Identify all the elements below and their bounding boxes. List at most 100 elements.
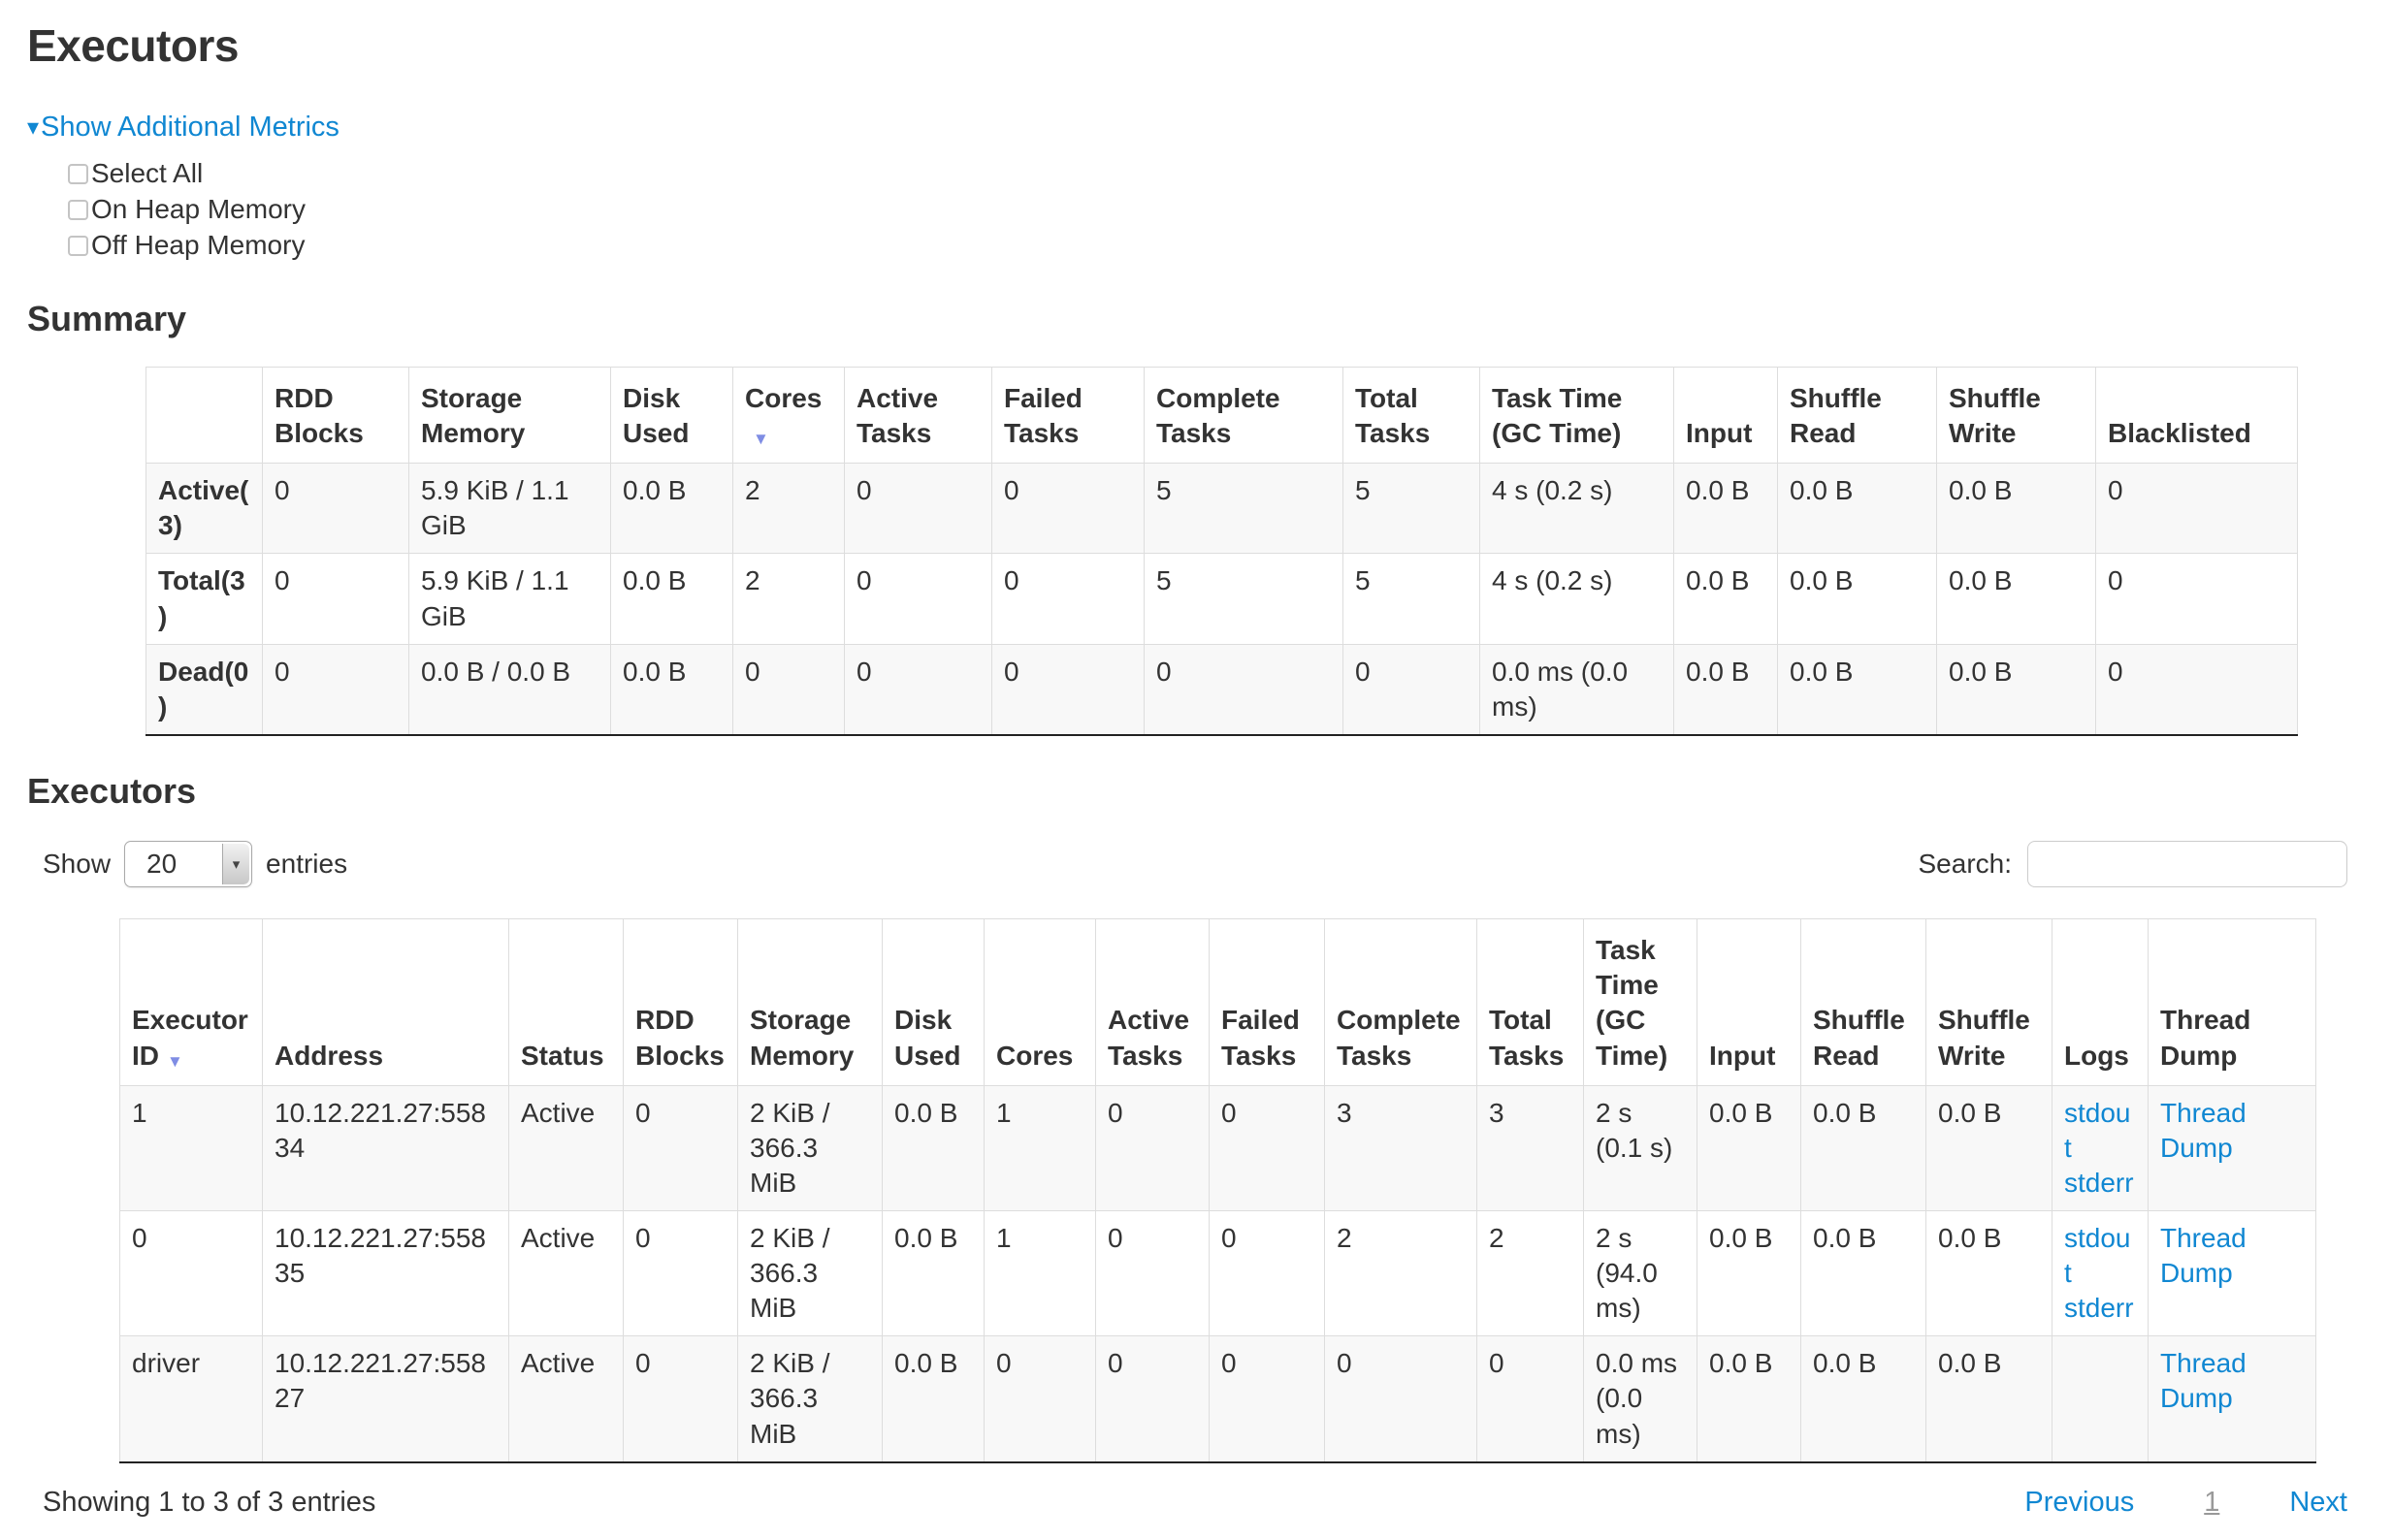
executors-table-cell: Active — [508, 1084, 624, 1212]
executors-table-header[interactable]: RDD Blocks — [623, 918, 738, 1086]
summary-table-cell: 0.0 B — [610, 643, 733, 736]
executors-table-header[interactable]: Failed Tasks — [1209, 918, 1325, 1086]
summary-table-header[interactable]: RDD Blocks — [262, 366, 409, 465]
summary-table-header[interactable]: Shuffle Read — [1777, 366, 1937, 465]
executors-table-cell: 3 — [1324, 1084, 1477, 1212]
summary-table-cell: 0.0 B / 0.0 B — [408, 643, 611, 736]
stdout-link[interactable]: stdout — [2064, 1223, 2131, 1289]
executors-table-header[interactable]: Logs — [2052, 918, 2149, 1086]
additional-metrics-section: ▾ Show Additional Metrics Select All On H… — [27, 108, 2365, 263]
executors-table-cell: 1 — [984, 1210, 1096, 1337]
thread-dump-link[interactable]: Thread Dump — [2160, 1223, 2247, 1289]
summary-table-cell: 0 — [2095, 553, 2298, 645]
checkbox-label: Off Heap Memory — [91, 229, 306, 260]
summary-table-header[interactable] — [145, 366, 263, 465]
sort-down-icon: ▼ — [167, 1051, 183, 1071]
table-controls: Show 20 ▾ entries Search: — [43, 841, 2347, 888]
executors-table-cell: 2 KiB / 366.3 MiB — [737, 1084, 883, 1212]
column-header-label: Failed Tasks — [1221, 1005, 1300, 1071]
checkbox-row-on-heap-memory[interactable]: On Heap Memory — [68, 192, 2365, 228]
stdout-link[interactable]: stdout — [2064, 1097, 2131, 1163]
executors-table-header[interactable]: Executor ID ▼ — [119, 918, 263, 1086]
summary-table-cell: 2 — [732, 553, 845, 645]
executors-table-header[interactable]: Complete Tasks — [1324, 918, 1477, 1086]
thread-dump-link[interactable]: Thread Dump — [2160, 1097, 2247, 1163]
executors-table-header[interactable]: Shuffle Write — [1925, 918, 2053, 1086]
column-header-label: Task Time (GC Time) — [1596, 935, 1668, 1071]
column-header-label: RDD Blocks — [275, 382, 364, 449]
executors-table-cell: 2 — [1476, 1210, 1584, 1337]
summary-table-header[interactable]: Input — [1673, 366, 1778, 465]
stderr-link[interactable]: stderr — [2064, 1293, 2134, 1324]
executors-table-header[interactable]: Total Tasks — [1476, 918, 1584, 1086]
executors-table-header[interactable]: Thread Dump — [2148, 918, 2316, 1086]
entries-info: Showing 1 to 3 of 3 entries — [43, 1486, 376, 1518]
table-footer: Showing 1 to 3 of 3 entries Previous 1 N… — [43, 1485, 2347, 1521]
page-number-1[interactable]: 1 — [2204, 1486, 2220, 1518]
on-heap-memory-checkbox[interactable] — [68, 199, 88, 220]
summary-table-cell: 5.9 KiB / 1.1 GiB — [408, 463, 611, 555]
executors-table-header-row: Executor ID ▼ Address Status RDD Blocks Stora… — [119, 918, 2316, 1086]
executors-table-header[interactable]: Disk Used — [882, 918, 985, 1086]
summary-table-cell: 0.0 B — [1936, 553, 2096, 645]
executors-table-header[interactable]: Input — [1697, 918, 1801, 1086]
executors-table-header[interactable]: Storage Memory — [737, 918, 883, 1086]
executors-table-cell: 0.0 B — [1697, 1335, 1801, 1463]
page-size-select[interactable]: 20 ▾ — [124, 841, 253, 888]
checkbox-row-off-heap-memory[interactable]: Off Heap Memory — [68, 228, 2365, 264]
summary-table-cell: 0 — [991, 553, 1145, 645]
select-arrow-icon: ▾ — [222, 844, 250, 885]
executors-table-cell: 0 — [1095, 1335, 1210, 1463]
executors-table-cell: 0.0 B — [882, 1210, 985, 1337]
executors-table-cell: 0.0 ms (0.0 ms) — [1583, 1335, 1697, 1463]
column-header-label: Task Time (GC Time) — [1492, 382, 1623, 449]
summary-table-header[interactable]: Total Tasks — [1342, 366, 1480, 465]
executors-table-row: driver 10.12.221.27:55827 Active 0 2 KiB / 3… — [119, 1335, 2316, 1463]
column-header-label: RDD Blocks — [635, 1005, 725, 1071]
column-header-label: Active Tasks — [1108, 1005, 1190, 1071]
executors-table-cell: 2 s (0.1 s) — [1583, 1084, 1697, 1212]
summary-table-header[interactable]: Shuffle Write — [1936, 366, 2096, 465]
executors-table-cell: 0 — [623, 1210, 738, 1337]
executors-table-header[interactable]: Address — [262, 918, 509, 1086]
column-header-label: Disk Used — [894, 1005, 961, 1071]
executors-table-header[interactable]: Task Time (GC Time) — [1583, 918, 1697, 1086]
summary-table-header[interactable]: Blacklisted — [2095, 366, 2298, 465]
thread-dump-link[interactable]: Thread Dump — [2160, 1348, 2247, 1414]
summary-table-header[interactable]: Task Time (GC Time) — [1479, 366, 1674, 465]
executors-table-cell: 1 — [984, 1084, 1096, 1212]
summary-table-row: Dead(0) 0 0.0 B / 0.0 B 0.0 B 0 0 0 0 0 0.0 ms (0… — [145, 643, 2298, 736]
summary-table-header[interactable]: Disk Used — [610, 366, 733, 465]
column-header-label: Storage Memory — [750, 1005, 855, 1071]
next-page-button[interactable]: Next — [2289, 1486, 2347, 1518]
show-additional-metrics-link[interactable]: ▾ Show Additional Metrics — [27, 110, 339, 145]
column-header-label: Thread Dump — [2160, 1005, 2251, 1071]
off-heap-memory-checkbox[interactable] — [68, 235, 88, 256]
executors-table-cell: 2 KiB / 366.3 MiB — [737, 1335, 883, 1463]
summary-table-header[interactable]: Cores ▼ — [732, 366, 845, 465]
stderr-link[interactable]: stderr — [2064, 1167, 2134, 1198]
executors-table-header[interactable]: Cores — [984, 918, 1096, 1086]
select-all-checkbox[interactable] — [68, 163, 88, 184]
search-control: Search: — [1919, 841, 2347, 888]
summary-table-header[interactable]: Active Tasks — [844, 366, 992, 465]
search-input[interactable] — [2027, 841, 2347, 888]
summary-table-cell: 5 — [1342, 463, 1480, 555]
column-header-label: Shuffle Read — [1790, 382, 1882, 449]
previous-page-button[interactable]: Previous — [2024, 1486, 2135, 1518]
executors-table-header[interactable]: Status — [508, 918, 624, 1086]
executors-table-cell — [2052, 1335, 2149, 1463]
checkbox-row-select-all[interactable]: Select All — [68, 156, 2365, 192]
executors-table-header[interactable]: Active Tasks — [1095, 918, 1210, 1086]
summary-table-row-label: Total(3) — [145, 553, 263, 645]
column-header-label: Storage Memory — [421, 382, 526, 449]
summary-table-cell: 0 — [1144, 643, 1343, 736]
executors-table-header[interactable]: Shuffle Read — [1800, 918, 1926, 1086]
summary-table-cell: 0 — [1342, 643, 1480, 736]
column-header-label: Address — [275, 1040, 384, 1071]
summary-table-header[interactable]: Failed Tasks — [991, 366, 1145, 465]
summary-table-header[interactable]: Complete Tasks — [1144, 366, 1343, 465]
summary-table-header[interactable]: Storage Memory — [408, 366, 611, 465]
show-additional-metrics-label: Show Additional Metrics — [41, 112, 339, 144]
summary-table-cell: 0 — [844, 643, 992, 736]
